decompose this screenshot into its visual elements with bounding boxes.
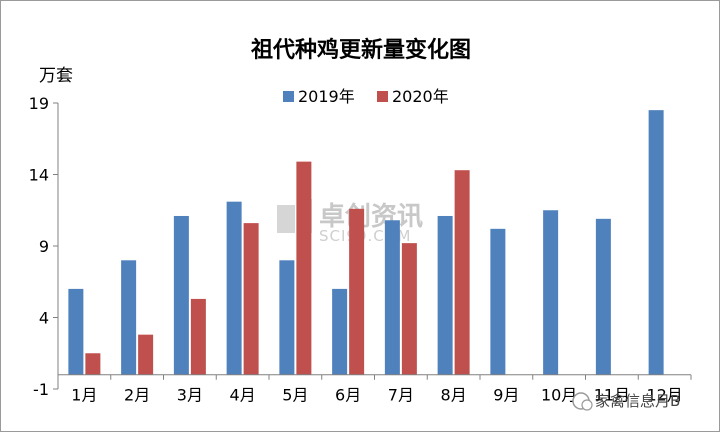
plot-area: [68, 110, 664, 375]
bar-series-2: [454, 170, 470, 375]
x-tick-label: 12月: [646, 386, 682, 405]
legend-label: 2020年: [392, 87, 449, 106]
chart-title: 祖代种鸡更新量变化图: [251, 37, 471, 63]
y-tick-label: 9: [39, 237, 49, 256]
y-tick-label: 19: [29, 94, 49, 113]
bar-series-2: [296, 161, 312, 375]
bar-series-1: [332, 288, 348, 375]
x-tick-label: 11月: [594, 386, 630, 405]
y-tick-label: 4: [39, 309, 49, 328]
x-tick-label: 10月: [541, 386, 577, 405]
legend-swatch: [377, 91, 388, 102]
bar-series-2: [190, 298, 206, 375]
x-tick-label: 7月: [388, 386, 414, 405]
watermark-text: 卓创资讯: [319, 202, 423, 232]
watermark-logo-mark: [277, 205, 295, 233]
bar-series-1: [595, 218, 611, 375]
bar-series-1: [226, 201, 242, 375]
legend-swatch: [283, 91, 294, 102]
x-tick-label: 3月: [177, 386, 203, 405]
bar-series-1: [279, 260, 295, 375]
bar-series-1: [648, 110, 664, 375]
x-tick-label: 9月: [493, 386, 519, 405]
x-tick-label: 8月: [441, 386, 467, 405]
x-tick-label: 1月: [71, 386, 97, 405]
x-tick-label: 5月: [282, 386, 308, 405]
badge-text: 家禽信息月B: [595, 392, 680, 410]
x-tick-label: 6月: [335, 386, 361, 405]
y-tick-label: 14: [29, 166, 49, 185]
bar-series-2: [85, 353, 101, 375]
y-tick-label: -1: [33, 380, 49, 399]
bar-series-1: [490, 228, 506, 375]
legend: 2019年 2020年: [283, 87, 449, 106]
wechat-icon-inner: [581, 399, 593, 411]
bar-series-2: [138, 334, 154, 375]
bar-series-2: [243, 223, 259, 375]
bar-series-1: [384, 220, 400, 375]
bar-series-1: [437, 215, 453, 375]
legend-label: 2019年: [298, 87, 355, 106]
bar-series-1: [543, 210, 559, 375]
source-badge: 家禽信息月B: [572, 392, 680, 411]
x-tick-label: 2月: [124, 386, 150, 405]
bar-series-2: [401, 243, 417, 375]
x-tick-label: 4月: [230, 386, 256, 405]
axes: -1 4 9 14 19 1月 2月 3月 4月 5月 6月 7月 8月 9月 10月 11月 12月: [29, 94, 692, 405]
bar-series-1: [68, 288, 84, 375]
bar-series-1: [173, 215, 189, 375]
y-unit-label: 万套: [39, 66, 73, 86]
bar-series-2: [349, 208, 365, 375]
bar-series-1: [121, 260, 137, 375]
